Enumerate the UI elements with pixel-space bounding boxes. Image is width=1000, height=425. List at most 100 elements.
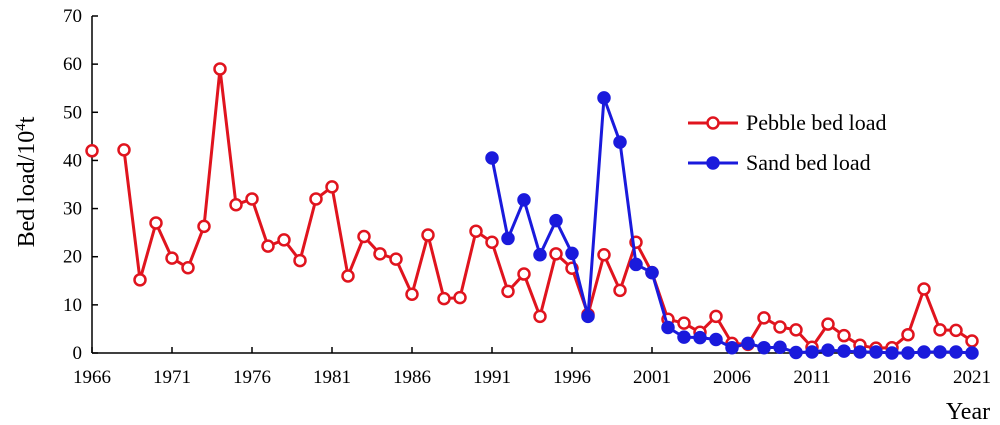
legend-item-pebble: Pebble bed load xyxy=(688,110,887,135)
x-tick-label: 1981 xyxy=(313,367,351,388)
data-point-sand xyxy=(485,151,499,165)
data-point-pebble xyxy=(965,334,979,348)
data-point-pebble xyxy=(117,143,131,157)
series-line-sand xyxy=(490,96,973,355)
data-point-pebble xyxy=(485,235,499,250)
data-point-pebble xyxy=(245,192,259,206)
data-point-sand xyxy=(549,213,563,228)
series-layer xyxy=(85,62,979,360)
data-point-pebble xyxy=(901,327,915,342)
data-point-pebble xyxy=(357,229,371,244)
data-point-sand xyxy=(661,320,675,335)
data-point-pebble xyxy=(501,284,515,299)
data-point-pebble xyxy=(293,253,307,268)
data-point-pebble xyxy=(405,287,419,302)
data-point-sand xyxy=(501,231,515,246)
data-point-sand xyxy=(965,346,979,360)
y-axis-title: Bed load/104t xyxy=(13,116,40,247)
data-point-sand xyxy=(885,346,899,360)
data-point-pebble xyxy=(837,328,851,343)
data-point-pebble xyxy=(309,192,323,206)
legend-label-sand: Sand bed load xyxy=(746,150,871,175)
data-point-pebble xyxy=(213,62,227,76)
data-point-sand xyxy=(821,343,835,357)
data-point-sand xyxy=(933,345,947,359)
data-point-pebble xyxy=(613,283,627,298)
y-tick-label: 30 xyxy=(63,199,82,220)
y-axis-ticks: 0 10 20 30 40 50 60 70 xyxy=(63,6,98,364)
data-point-pebble xyxy=(949,323,963,338)
data-point-sand xyxy=(837,344,851,358)
y-axis-title-main: Bed load/10 xyxy=(14,131,40,248)
x-tick-label: 1996 xyxy=(553,367,591,388)
series-sand xyxy=(485,91,979,360)
legend: Pebble bed load Sand bed load xyxy=(688,110,887,175)
data-point-pebble xyxy=(373,247,387,261)
data-point-pebble xyxy=(325,180,339,194)
data-point-pebble xyxy=(549,247,563,261)
legend-item-sand: Sand bed load xyxy=(688,150,871,175)
data-point-pebble xyxy=(85,144,99,158)
data-point-sand xyxy=(581,309,595,324)
y-tick-label: 40 xyxy=(63,150,82,171)
data-point-sand xyxy=(949,345,963,359)
data-point-sand xyxy=(693,330,707,345)
legend-marker-pebble xyxy=(706,116,720,130)
data-point-pebble xyxy=(389,252,403,266)
data-point-pebble xyxy=(341,269,355,283)
x-tick-label: 2001 xyxy=(633,367,671,388)
data-point-sand xyxy=(709,332,723,347)
data-point-pebble xyxy=(181,261,195,275)
x-tick-label: 2006 xyxy=(713,367,751,388)
y-axis-title-tail: t xyxy=(14,116,40,123)
data-point-sand xyxy=(645,265,659,280)
data-point-sand xyxy=(741,336,755,351)
data-point-pebble xyxy=(757,311,771,325)
data-point-pebble xyxy=(277,233,291,247)
y-tick-label: 0 xyxy=(73,343,83,364)
data-point-sand xyxy=(869,345,883,359)
data-point-pebble xyxy=(229,197,243,212)
x-tick-label: 1976 xyxy=(233,367,271,388)
data-point-pebble xyxy=(789,323,803,337)
data-point-sand xyxy=(597,91,611,105)
data-point-sand xyxy=(517,193,531,207)
data-point-sand xyxy=(725,340,739,355)
x-tick-label: 1971 xyxy=(153,367,191,388)
data-point-sand xyxy=(757,340,771,355)
data-point-pebble xyxy=(597,248,611,262)
data-point-pebble xyxy=(197,219,211,234)
series-pebble xyxy=(85,62,979,355)
data-point-pebble xyxy=(533,309,547,324)
y-tick-label: 70 xyxy=(63,6,82,27)
legend-label-pebble: Pebble bed load xyxy=(746,110,887,135)
x-tick-label: 2021 xyxy=(953,367,991,388)
data-point-pebble xyxy=(821,317,835,331)
x-axis-title: Year xyxy=(946,399,990,425)
data-point-pebble xyxy=(149,216,163,230)
data-point-sand xyxy=(533,248,547,262)
data-point-sand xyxy=(773,340,787,354)
y-tick-label: 50 xyxy=(63,102,82,123)
data-point-pebble xyxy=(917,282,931,296)
data-point-pebble xyxy=(421,228,435,242)
y-tick-label: 60 xyxy=(63,54,82,75)
data-point-sand xyxy=(789,345,803,360)
data-point-sand xyxy=(565,246,579,261)
x-axis-ticks: 1966 1971 1976 1981 1986 1991 1996 2001 2006 2011… xyxy=(73,347,991,388)
data-point-sand xyxy=(629,257,643,272)
data-point-sand xyxy=(917,345,931,359)
data-point-pebble xyxy=(133,273,147,287)
data-point-pebble xyxy=(261,239,275,253)
y-tick-label: 20 xyxy=(63,247,82,268)
data-point-pebble xyxy=(709,309,723,324)
data-point-pebble xyxy=(933,323,947,337)
data-point-pebble xyxy=(677,316,691,330)
data-point-pebble xyxy=(469,224,483,238)
legend-marker-sand xyxy=(706,156,720,170)
x-tick-label: 1966 xyxy=(73,367,111,388)
y-tick-label: 10 xyxy=(63,295,82,316)
data-point-sand xyxy=(613,135,627,149)
x-tick-label: 1986 xyxy=(393,367,431,388)
